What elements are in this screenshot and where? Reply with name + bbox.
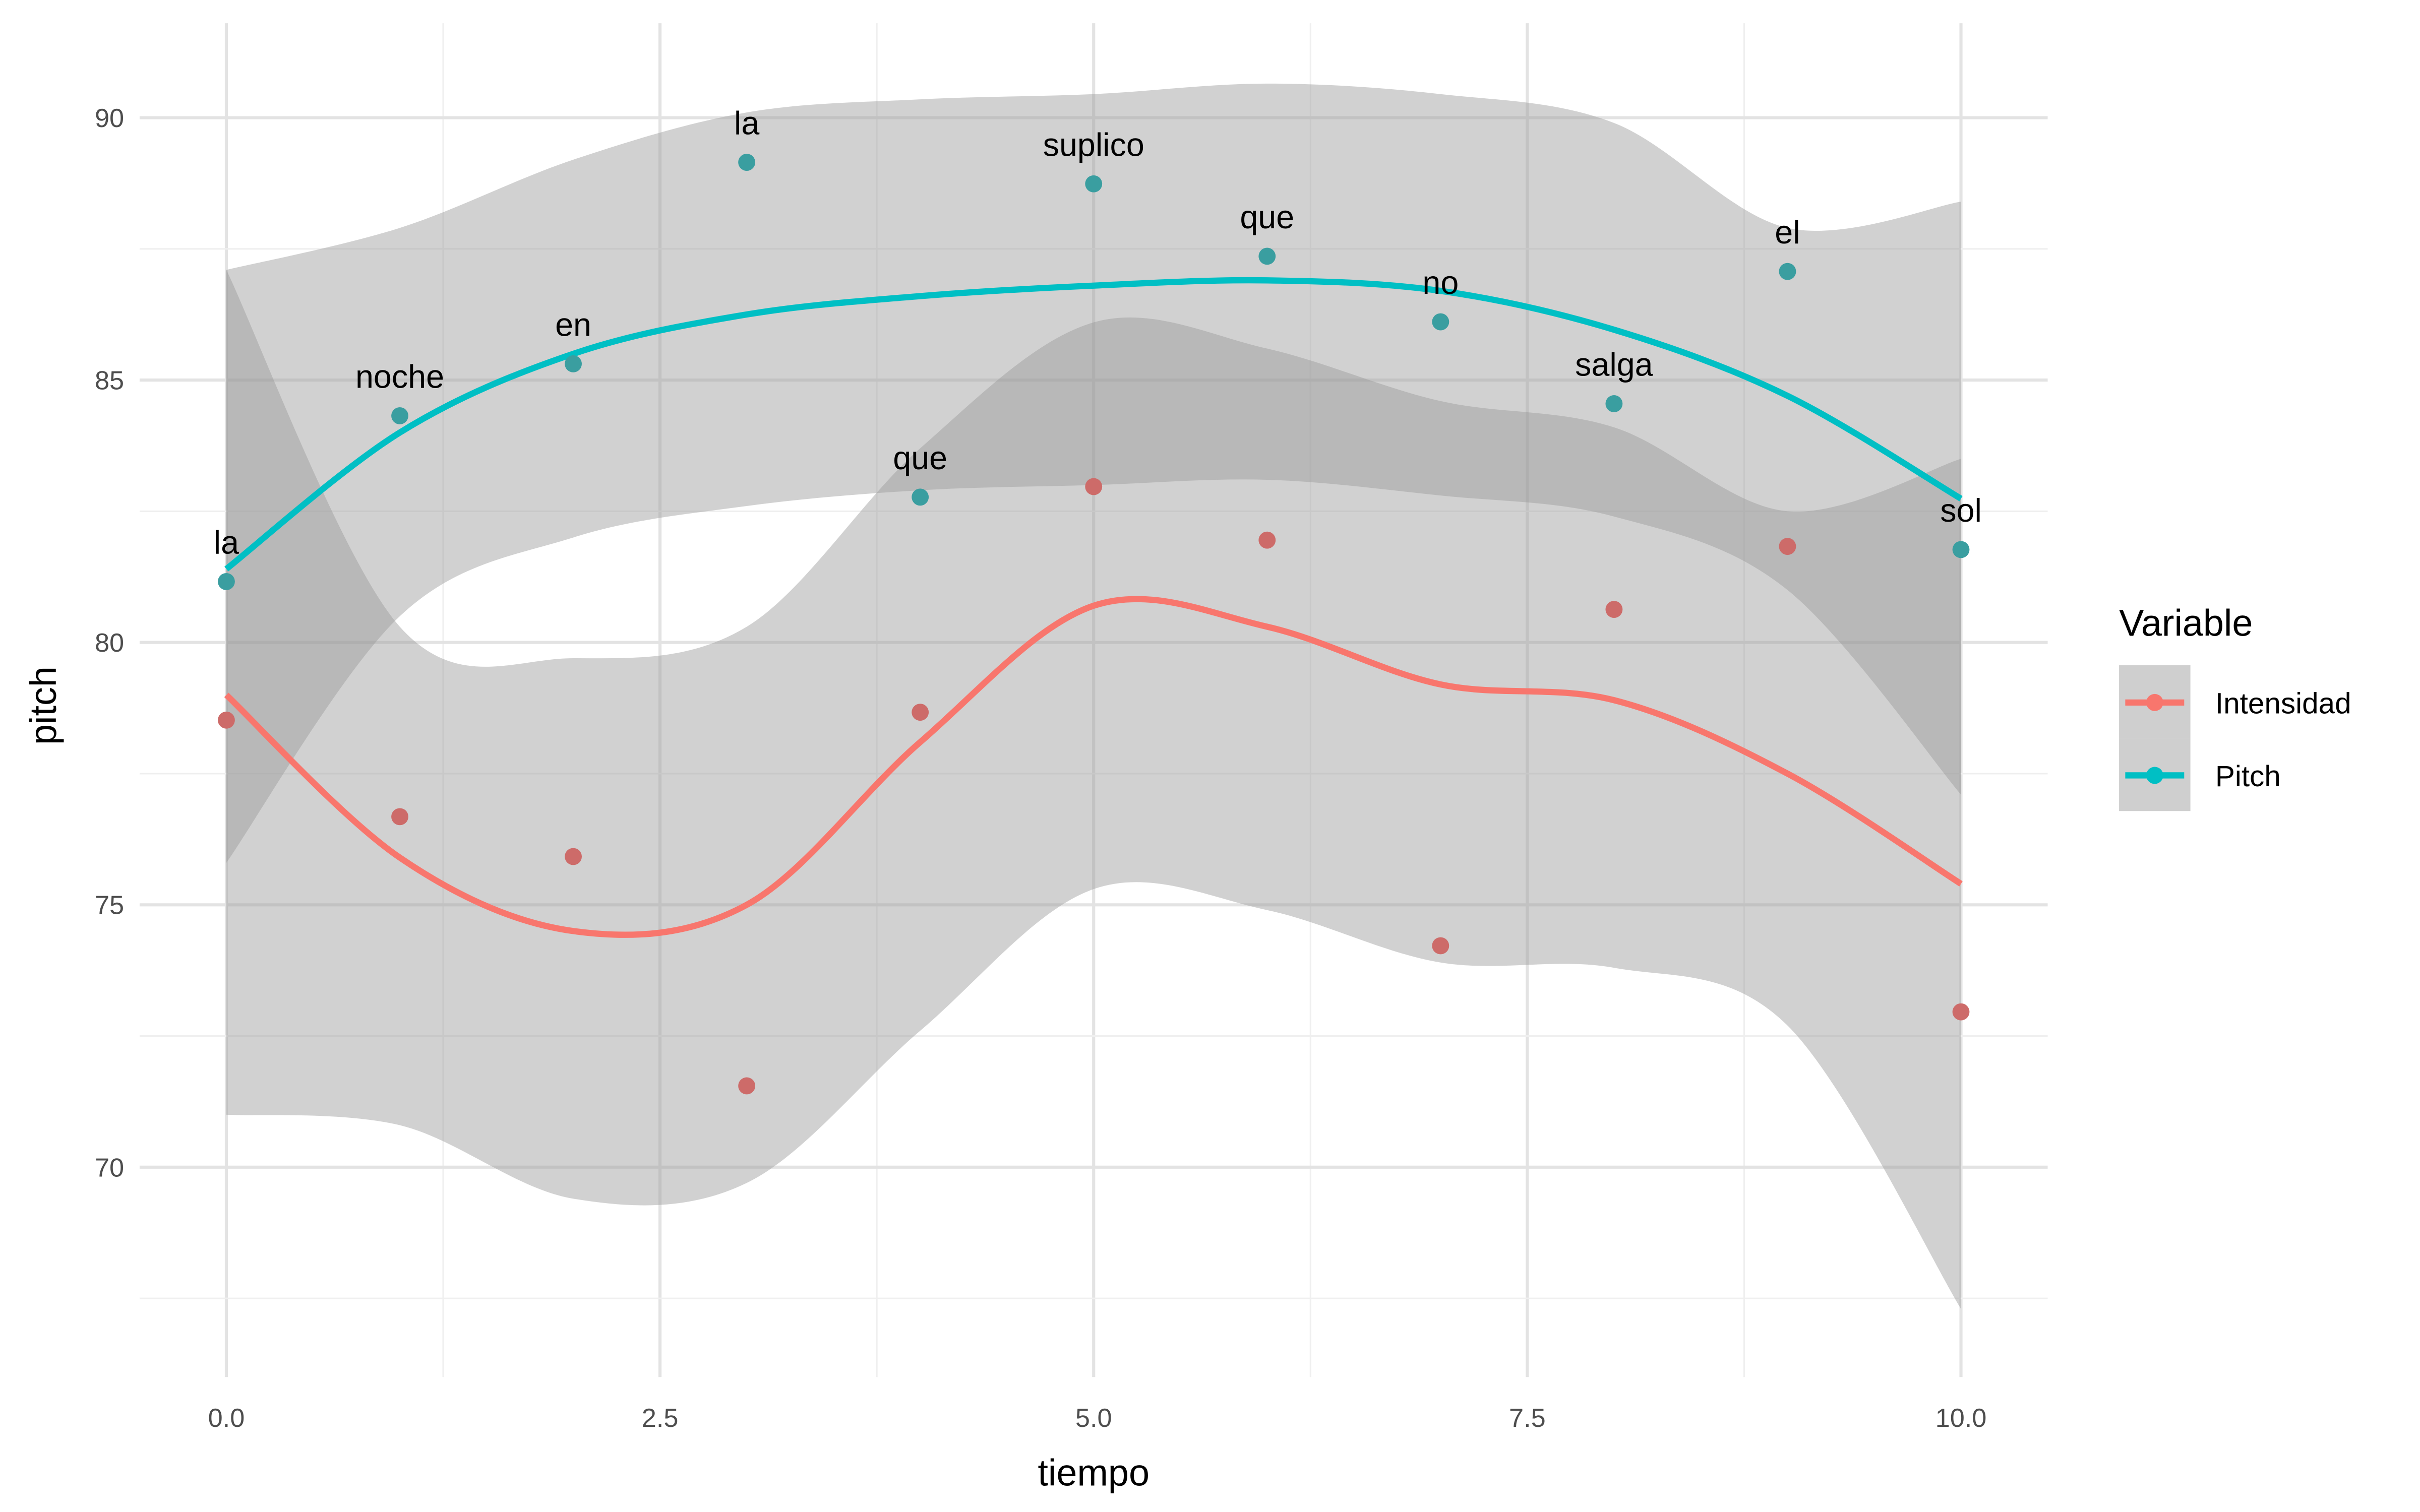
point-intensidad: [565, 848, 582, 865]
point-pitch: [738, 154, 756, 171]
y-tick-label: 75: [95, 891, 124, 920]
point-pitch: [391, 407, 408, 424]
smooth-line-pitch: [224, 277, 1963, 572]
x-axis-title: tiempo: [1038, 1452, 1150, 1494]
point-intensidad: [391, 808, 408, 826]
legend-key-point: [2146, 694, 2163, 711]
smooth-line-intensidad: [224, 596, 1963, 938]
y-axis-ticks: 70 75 80 85 90: [95, 104, 124, 1182]
x-tick-label: 7.5: [1509, 1404, 1546, 1433]
point-pitch: [1085, 175, 1103, 193]
legend: Variable Intensidad Pitch: [2119, 602, 2351, 811]
legend-label: Intensidad: [2215, 687, 2351, 720]
point-labels: la noche en la que suplico que no salga el sol: [214, 105, 1982, 561]
word-label: la: [214, 525, 239, 561]
ribbon-pitch: [226, 83, 1961, 863]
y-axis-title: pitch: [22, 666, 64, 745]
y-tick-label: 80: [95, 628, 124, 658]
x-tick-label: 2.5: [642, 1404, 679, 1433]
ribbon-intensidad: [226, 270, 1961, 1309]
word-label: que: [893, 440, 947, 476]
x-tick-label: 10.0: [1935, 1404, 1987, 1433]
x-tick-label: 5.0: [1075, 1404, 1112, 1433]
word-label: no: [1422, 265, 1459, 301]
point-pitch: [565, 355, 582, 372]
word-label: que: [1240, 199, 1294, 235]
point-intensidad: [1605, 601, 1623, 618]
point-intensidad: [912, 704, 929, 721]
point-intensidad: [1432, 937, 1449, 955]
smooth-lines: [224, 277, 1963, 938]
x-axis-ticks: 0.0 2.5 5.0 7.5 10.0: [208, 1404, 1987, 1433]
y-tick-label: 90: [95, 104, 124, 133]
point-pitch: [1258, 247, 1276, 265]
y-tick-label: 85: [95, 366, 124, 396]
word-label: el: [1775, 214, 1800, 250]
word-label: noche: [355, 359, 444, 395]
point-pitch: [912, 488, 929, 506]
word-label: sol: [1940, 492, 1982, 529]
y-tick-label: 70: [95, 1153, 124, 1182]
legend-key-point: [2146, 767, 2163, 784]
legend-title: Variable: [2119, 602, 2253, 644]
point-intensidad: [738, 1077, 756, 1095]
grid: [139, 23, 2048, 1377]
word-label: en: [555, 306, 591, 343]
point-pitch: [1432, 313, 1449, 331]
word-label: la: [734, 105, 759, 142]
point-intensidad: [1258, 531, 1276, 549]
point-pitch: [1952, 541, 1970, 558]
x-tick-label: 0.0: [208, 1404, 245, 1433]
confidence-ribbons: [226, 83, 1961, 1309]
point-intensidad: [1085, 478, 1103, 495]
point-intensidad: [1779, 538, 1796, 555]
legend-label: Pitch: [2215, 760, 2281, 793]
point-intensidad: [218, 711, 235, 729]
point-pitch: [1605, 395, 1623, 412]
word-label: suplico: [1043, 127, 1144, 163]
word-label: salga: [1575, 347, 1653, 383]
point-pitch: [218, 573, 235, 590]
point-intensidad: [1952, 1003, 1970, 1021]
data-points: [218, 154, 1970, 1095]
point-pitch: [1779, 263, 1796, 280]
